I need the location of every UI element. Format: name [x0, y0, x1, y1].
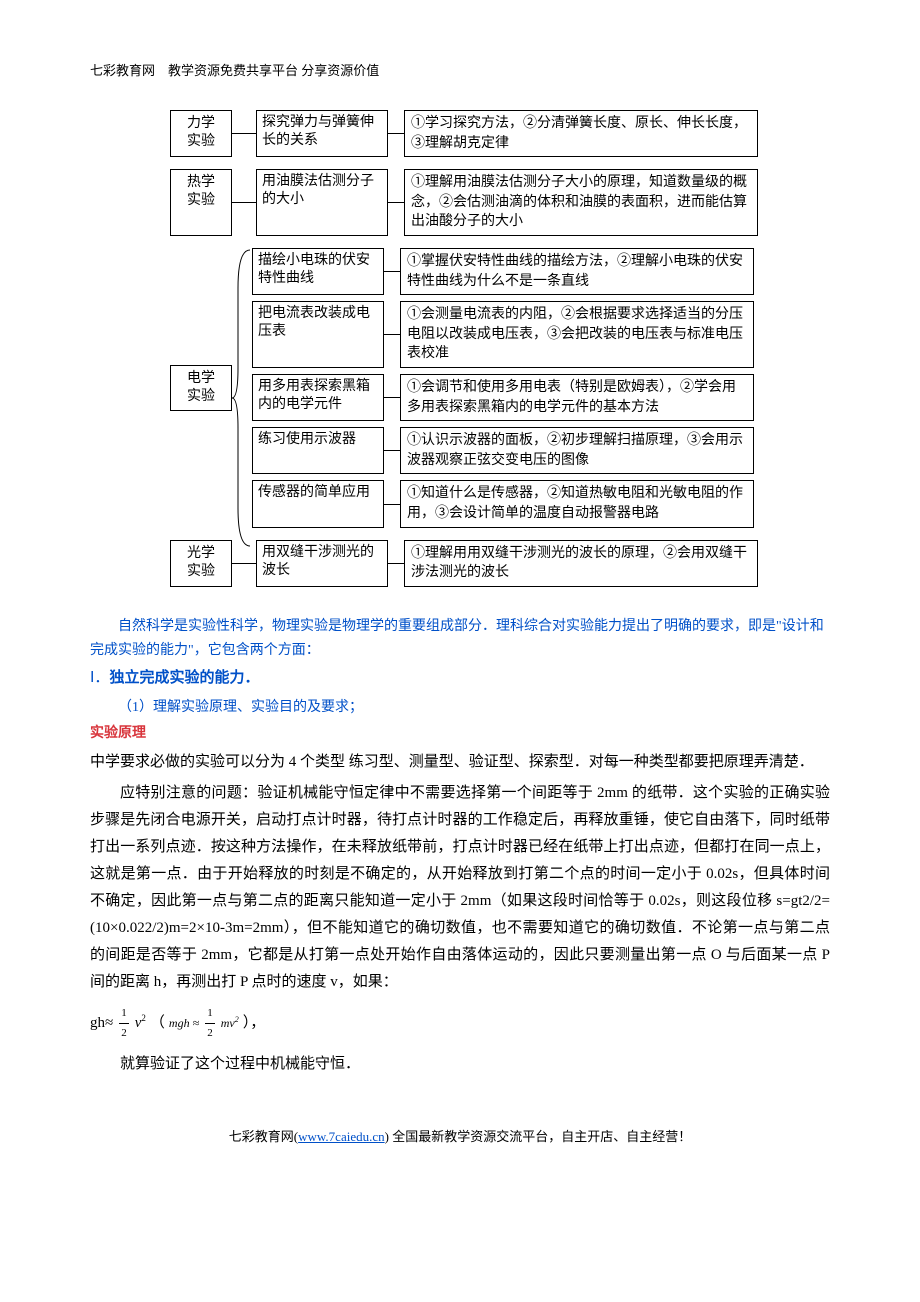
- paragraph-2: 应特别注意的问题：验证机械能守恒定律中不需要选择第一个间距等于 2mm 的纸带．…: [90, 780, 830, 996]
- cat-heat: 热学 实验: [170, 169, 232, 236]
- formula-pre: gh≈: [90, 1011, 113, 1037]
- section-1-item-1: （1）理解实验原理、实验目的及要求；: [90, 696, 830, 720]
- mid-heat: 用油膜法估测分子的大小: [256, 169, 388, 236]
- row-electric: 电学 实验 描绘小电珠的伏安特性曲线 ①掌握伏安特性曲线的描绘方法，②理解小电珠…: [170, 248, 830, 528]
- fraction-1: 12: [119, 1004, 129, 1042]
- mid-elec-1: 把电流表改装成电压表: [252, 301, 384, 368]
- section-1-heading: Ⅰ．独立完成实验的能力．: [90, 666, 830, 692]
- footer-link[interactable]: www.7caiedu.cn: [298, 1129, 385, 1144]
- elec-item-2: 用多用表探索黑箱内的电学元件 ①会调节和使用多用电表（特别是欧姆表），②学会用多…: [252, 374, 754, 421]
- mid-mechanics: 探究弹力与弹簧伸长的关系: [256, 110, 388, 157]
- row-optics: 光学 实验 用双缝干涉测光的波长 ①理解用用双缝干涉测光的波长的原理，②会用双缝…: [170, 540, 830, 587]
- elec-item-1: 把电流表改装成电压表 ①会测量电流表的内阻，②会根据要求选择适当的分压电阻以改装…: [252, 301, 754, 368]
- footer-post: ) 全国最新教学资源交流平台，自主开店、自主经营！: [385, 1129, 692, 1144]
- section-1-num: Ⅰ．: [90, 670, 109, 686]
- red-heading-principle: 实验原理: [90, 722, 830, 746]
- brace-icon: [232, 248, 252, 528]
- elec-item-0: 描绘小电珠的伏安特性曲线 ①掌握伏安特性曲线的描绘方法，②理解小电珠的伏安特性曲…: [252, 248, 754, 295]
- electric-items: 描绘小电珠的伏安特性曲线 ①掌握伏安特性曲线的描绘方法，②理解小电珠的伏安特性曲…: [252, 248, 754, 528]
- row-heat: 热学 实验 用油膜法估测分子的大小 ①理解用油膜法估测分子大小的原理，知道数量级…: [170, 169, 830, 236]
- mid-elec-2: 用多用表探索黑箱内的电学元件: [252, 374, 384, 421]
- elec-item-3: 练习使用示波器 ①认识示波器的面板，②初步理解扫描原理，③会用示波器观察正弦交变…: [252, 427, 754, 474]
- det-elec-3: ①认识示波器的面板，②初步理解扫描原理，③会用示波器观察正弦交变电压的图像: [400, 427, 754, 474]
- det-elec-1: ①会测量电流表的内阻，②会根据要求选择适当的分压电阻以改装成电压表，③会把改装的…: [400, 301, 754, 368]
- mid-optics: 用双缝干涉测光的波长: [256, 540, 388, 587]
- formula-close: ），: [243, 1011, 266, 1037]
- mid-elec-4: 传感器的简单应用: [252, 480, 384, 527]
- formula-mgh: mgh ≈: [169, 1013, 199, 1033]
- page-header: 七彩教育网 教学资源免费共享平台 分享资源价值: [90, 60, 830, 82]
- det-optics: ①理解用用双缝干涉测光的波长的原理，②会用双缝干涉法测光的波长: [404, 540, 758, 587]
- formula-v2: v2: [135, 1011, 146, 1037]
- cat-optics: 光学 实验: [170, 540, 232, 587]
- section-1-title: 独立完成实验的能力．: [109, 670, 259, 686]
- det-elec-0: ①掌握伏安特性曲线的描绘方法，②理解小电珠的伏安特性曲线为什么不是一条直线: [400, 248, 754, 295]
- det-mechanics: ①学习探究方法，②分清弹簧长度、原长、伸长长度，③理解胡克定律: [404, 110, 758, 157]
- formula-line: gh≈ 12 v2 （ mgh ≈ 12 mv2 ），: [90, 1004, 830, 1042]
- det-elec-4: ①知道什么是传感器，②知道热敏电阻和光敏电阻的作用，③会设计简单的温度自动报警器…: [400, 480, 754, 527]
- det-elec-2: ①会调节和使用多用电表（特别是欧姆表），②学会用多用表探索黑箱内的电学元件的基本…: [400, 374, 754, 421]
- paragraph-3: 就算验证了这个过程中机械能守恒．: [90, 1051, 830, 1078]
- det-heat: ①理解用油膜法估测分子大小的原理，知道数量级的概念，②会估测油滴的体积和油膜的表…: [404, 169, 758, 236]
- paragraph-1: 中学要求必做的实验可以分为 4 个类型 练习型、测量型、验证型、探索型．对每一种…: [90, 749, 830, 776]
- elec-item-4: 传感器的简单应用 ①知道什么是传感器，②知道热敏电阻和光敏电阻的作用，③会设计简…: [252, 480, 754, 527]
- mid-elec-3: 练习使用示波器: [252, 427, 384, 474]
- footer-pre: 七彩教育网(: [229, 1129, 298, 1144]
- intro-paragraph: 自然科学是实验性科学，物理实验是物理学的重要组成部分．理科综合对实验能力提出了明…: [90, 615, 830, 663]
- cat-electric: 电学 实验: [170, 365, 232, 411]
- page-footer: 七彩教育网(www.7caiedu.cn) 全国最新教学资源交流平台，自主开店、…: [90, 1126, 830, 1148]
- fraction-2: 12: [205, 1004, 215, 1042]
- formula-open: （: [150, 1011, 165, 1037]
- cat-mechanics: 力学 实验: [170, 110, 232, 157]
- row-mechanics: 力学 实验 探究弹力与弹簧伸长的关系 ①学习探究方法，②分清弹簧长度、原长、伸长…: [170, 110, 830, 157]
- experiment-diagram: 力学 实验 探究弹力与弹簧伸长的关系 ①学习探究方法，②分清弹簧长度、原长、伸长…: [170, 110, 830, 587]
- mid-elec-0: 描绘小电珠的伏安特性曲线: [252, 248, 384, 295]
- formula-mv2: mv2: [221, 1013, 239, 1033]
